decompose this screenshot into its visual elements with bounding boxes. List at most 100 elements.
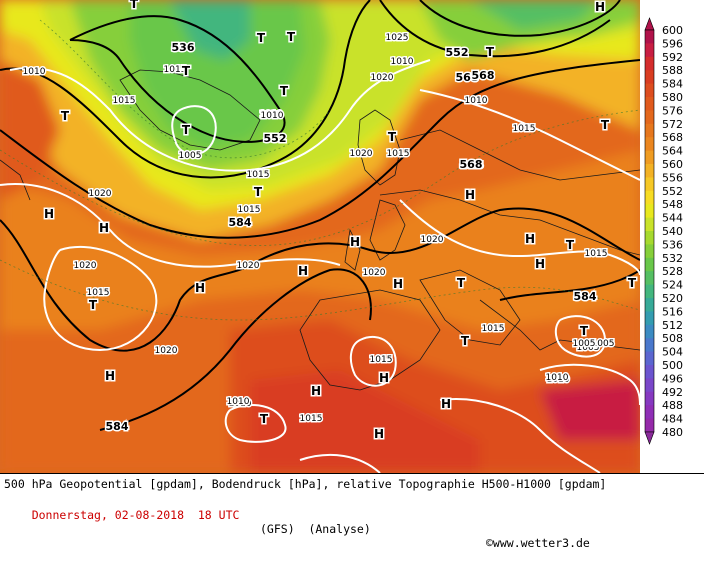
legend-tick-label: 552 bbox=[662, 185, 683, 198]
geopotential-label: 536 bbox=[172, 41, 195, 54]
isobars bbox=[0, 59, 640, 473]
isobar-label: 1015 bbox=[370, 355, 393, 365]
pressure-center-marker: T bbox=[486, 45, 495, 59]
legend-color-band bbox=[645, 284, 654, 299]
legend-tick-label: 504 bbox=[662, 346, 683, 359]
valid-date: Donnerstag, 02-08-2018 18 UTC bbox=[31, 508, 240, 522]
pressure-center-marker: T bbox=[280, 84, 289, 98]
legend-tick-label: 532 bbox=[662, 252, 683, 265]
isobar-label: 1020 bbox=[350, 149, 373, 159]
legend-arrow-bottom bbox=[644, 431, 655, 445]
geopotential-label: 584 bbox=[574, 290, 597, 303]
legend-color-band bbox=[645, 244, 654, 259]
isobar-label: 1015 bbox=[461, 161, 484, 171]
pressure-center-marker: H bbox=[465, 188, 475, 202]
legend-color-band bbox=[645, 217, 654, 232]
pressure-center-marker: T bbox=[130, 0, 139, 11]
legend-arrow-top bbox=[644, 17, 655, 31]
legend-tick-label: 572 bbox=[662, 118, 683, 131]
legend-tick-label: 524 bbox=[662, 279, 683, 292]
pressure-center-marker: H bbox=[44, 207, 54, 221]
geopotential-label: 584 bbox=[229, 216, 252, 229]
credit-link[interactable]: ©www.wetter3.de bbox=[486, 536, 590, 550]
isobar-label: 1010 bbox=[465, 96, 488, 106]
pressure-center-marker: T bbox=[580, 324, 589, 338]
legend-tick-label: 516 bbox=[662, 305, 683, 318]
pressure-center-marker: T bbox=[254, 185, 263, 199]
pressure-center-marker: T bbox=[566, 238, 575, 252]
pressure-center-marker: H bbox=[393, 277, 403, 291]
pressure-center-marker: T bbox=[287, 30, 296, 44]
legend-color-band bbox=[645, 391, 654, 406]
isobar-label: 1015 bbox=[585, 249, 608, 259]
legend-tick-label: 560 bbox=[662, 158, 683, 171]
pressure-center-marker: H bbox=[374, 427, 384, 441]
isobar-label: 1010 bbox=[391, 57, 414, 67]
isobar-label: 1020 bbox=[74, 261, 97, 271]
footer-line-2: Donnerstag, 02-08-2018 18 UTC (GFS) (Ana… bbox=[4, 494, 590, 564]
legend-tick-label: 544 bbox=[662, 212, 683, 225]
pressure-center-marker: T bbox=[61, 109, 70, 123]
isobar-label: 1015 bbox=[247, 170, 270, 180]
legend-color-band bbox=[645, 164, 654, 178]
legend-tick-label: 584 bbox=[662, 78, 683, 91]
pressure-center-marker: T bbox=[257, 31, 266, 45]
pressure-center-marker: H bbox=[525, 232, 535, 246]
pressure-center-marker: T bbox=[601, 118, 610, 132]
thickness-lines bbox=[0, 19, 640, 321]
legend-color-band bbox=[645, 56, 654, 71]
thickness-field bbox=[0, 0, 640, 473]
legend-tick-label: 548 bbox=[662, 198, 683, 211]
legend-tick-label: 536 bbox=[662, 238, 683, 251]
isobar-label: 1020 bbox=[89, 189, 112, 199]
pressure-center-marker: H bbox=[195, 281, 205, 295]
pressure-center-marker: T bbox=[182, 64, 191, 78]
legend-tick-label: 576 bbox=[662, 104, 683, 117]
legend-color-band bbox=[645, 204, 654, 219]
weather-map: 1005 1005 1010 1010 1010 1010 1010 1010 1015 1015… bbox=[0, 0, 640, 473]
pressure-center-marker: H bbox=[379, 371, 389, 385]
legend-tick-label: 484 bbox=[662, 413, 683, 426]
legend-color-band bbox=[645, 257, 654, 272]
isobar-label: 1010 bbox=[546, 373, 569, 383]
isobar-label: 1015 bbox=[300, 414, 323, 424]
geopotential-label: 552 bbox=[264, 132, 287, 145]
pressure-center-marker: T bbox=[461, 334, 470, 348]
pressure-center-marker: H bbox=[99, 221, 109, 235]
legend-color-band bbox=[645, 231, 654, 245]
pressure-center-marker: H bbox=[350, 235, 360, 249]
isobar-label: 1005 bbox=[592, 339, 615, 349]
legend-color-band bbox=[645, 190, 654, 205]
geopotential-label: 568 bbox=[456, 71, 479, 84]
pressure-center-marker: H bbox=[595, 0, 605, 14]
legend-color-band bbox=[645, 30, 654, 44]
isobar-label: 1015 bbox=[164, 65, 187, 75]
legend-color-band bbox=[645, 298, 654, 312]
legend-color-band bbox=[645, 418, 654, 433]
legend-tick-label: 500 bbox=[662, 359, 683, 372]
map-description: 500 hPa Geopotential [gpdam], Bodendruck… bbox=[4, 477, 607, 491]
model-info: (GFS) (Analyse) bbox=[260, 522, 371, 536]
isobar-label: 1020 bbox=[237, 261, 260, 271]
legend-color-band bbox=[645, 378, 654, 393]
legend-tick-label: 596 bbox=[662, 37, 683, 50]
legend-tick-label: 592 bbox=[662, 51, 683, 64]
geopotential-contours bbox=[0, 0, 640, 431]
legend-color-band bbox=[645, 311, 654, 326]
legend-tick-label: 492 bbox=[662, 386, 683, 399]
geopotential-label: 552 bbox=[446, 46, 469, 59]
pressure-center-marker: H bbox=[441, 397, 451, 411]
isobar-label: 1020 bbox=[155, 346, 178, 356]
legend-tick-label: 480 bbox=[662, 426, 683, 439]
isobar-label: 1005 bbox=[179, 151, 202, 161]
pressure-center-marker: T bbox=[457, 276, 466, 290]
legend-color-band bbox=[645, 97, 654, 111]
legend-tick-label: 496 bbox=[662, 372, 683, 385]
legend-color-band bbox=[645, 177, 654, 192]
coastlines bbox=[0, 69, 640, 391]
isobar-label: 1010 bbox=[23, 67, 46, 77]
isobar-label: 1015 bbox=[387, 149, 410, 159]
legend-tick-label: 540 bbox=[662, 225, 683, 238]
legend-color-band bbox=[645, 83, 654, 98]
